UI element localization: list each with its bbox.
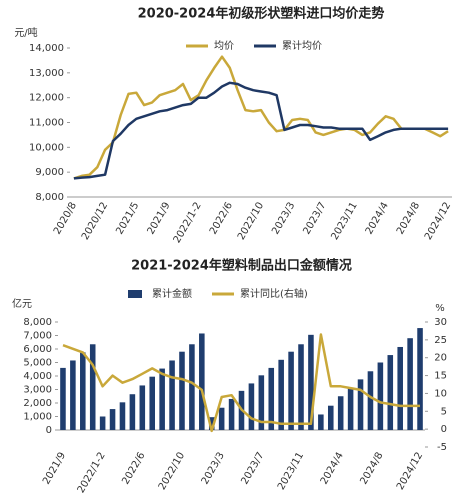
y-tick-label: 8,000 [23, 317, 52, 328]
bar [169, 360, 175, 430]
x-tick-label: 2022/10 [236, 201, 266, 242]
bar [357, 379, 364, 430]
bar [119, 402, 126, 430]
line [62, 333, 420, 433]
bar [139, 385, 146, 430]
bar [199, 333, 205, 430]
y2-tick-label: 0 [441, 424, 447, 435]
x-tick-label: 2023/11 [276, 451, 306, 492]
x-tick-label: 2023/11 [329, 201, 359, 242]
y2-tick-label: 10 [434, 388, 447, 399]
x-tick-label: 2024/12 [423, 201, 453, 242]
y2-tick-label: 30 [434, 317, 447, 328]
x-tick-label: 2022/6 [120, 451, 147, 487]
y-tick-label: 5,000 [23, 358, 52, 369]
bar [109, 409, 116, 430]
bar [387, 355, 394, 430]
chart-title: 2021-2024年塑料制品出口金额情况 [131, 258, 352, 274]
bar [288, 351, 294, 430]
bar [89, 344, 96, 430]
x-tick-label: 2024/4 [319, 451, 346, 487]
legend-label: 累计金额 [152, 287, 192, 300]
x-tick-label: 2021/9 [41, 451, 68, 487]
bar [218, 407, 225, 430]
x-tick-label: 2021/5 [114, 201, 141, 237]
y-tick-label: 13,000 [29, 68, 64, 79]
bar [337, 396, 344, 430]
legend-label: 累计同比(右轴) [240, 287, 308, 300]
x-tick-label: 2021/9 [146, 201, 173, 237]
y-tick-label: 7,000 [23, 331, 52, 342]
x-tick-label: 2024/12 [395, 451, 425, 492]
x-tick-label: 2023/3 [200, 451, 227, 487]
bar [298, 344, 304, 430]
bar [308, 334, 314, 430]
y-tick-label: 6,000 [23, 344, 52, 355]
x-tick-label: 2020/12 [80, 201, 110, 242]
x-tick-label: 2024/8 [395, 201, 422, 237]
bar [228, 398, 235, 430]
bar [318, 414, 324, 430]
y-tick-label: 9,000 [35, 167, 64, 178]
y-tick-label: 4,000 [23, 371, 52, 382]
line [73, 81, 449, 180]
x-tick-label: 2023/3 [270, 201, 297, 237]
bar [129, 394, 136, 430]
bar [347, 388, 354, 430]
bar [367, 371, 374, 430]
y2-tick-label: 25 [434, 335, 447, 346]
bar [327, 405, 334, 430]
x-tick-label: 2024/8 [358, 451, 385, 487]
legend-label: 均价 [214, 40, 234, 52]
bar [258, 375, 265, 430]
bar [417, 328, 423, 430]
x-tick-label: 2022/10 [157, 451, 187, 492]
y-axis-label: 亿元 [12, 297, 32, 310]
y-tick-label: 8,000 [35, 192, 64, 203]
y-axis-label: 元/吨 [14, 26, 37, 39]
x-tick-label: 2023/7 [239, 451, 266, 487]
chart-title: 2020-2024年初级形状塑料进口均价走势 [138, 6, 385, 22]
y-tick-label: 1,000 [23, 412, 52, 423]
y2-tick-label: 5 [441, 406, 447, 417]
legend-swatch [128, 290, 142, 298]
y-tick-label: 10,000 [29, 142, 64, 153]
y-tick-label: 0 [46, 425, 52, 436]
y-tick-label: 3,000 [23, 385, 52, 396]
x-tick-label: 2022/6 [208, 201, 235, 237]
bar [189, 344, 195, 430]
bar [149, 376, 156, 430]
y2-tick-label: -5 [437, 442, 447, 453]
y2-tick-label: 20 [434, 353, 447, 364]
legend-label: 累计均价 [282, 39, 322, 52]
y-tick-label: 14,000 [29, 43, 64, 54]
bar [407, 338, 413, 430]
y-tick-label: 2,000 [23, 398, 52, 409]
bar [397, 346, 403, 430]
y2-tick-label: 15 [434, 371, 447, 382]
bar [377, 362, 384, 430]
x-tick-label: 2022/1-2 [172, 201, 204, 246]
line [73, 55, 449, 180]
bar [268, 367, 275, 430]
y2-axis-label: % [435, 303, 445, 314]
bar [70, 360, 76, 430]
bar [99, 416, 106, 430]
bar [248, 383, 255, 430]
bar [278, 359, 284, 430]
x-tick-label: 2020/8 [52, 201, 79, 237]
bar [60, 367, 66, 430]
y-tick-label: 12,000 [29, 93, 64, 104]
x-tick-label: 2024/4 [364, 201, 391, 237]
y-tick-label: 11,000 [29, 118, 64, 129]
x-tick-label: 2023/7 [301, 201, 328, 237]
bar [159, 368, 165, 430]
bar [179, 351, 185, 430]
x-tick-label: 2022/1-2 [76, 451, 108, 496]
bar [80, 352, 86, 430]
bar [208, 417, 215, 430]
